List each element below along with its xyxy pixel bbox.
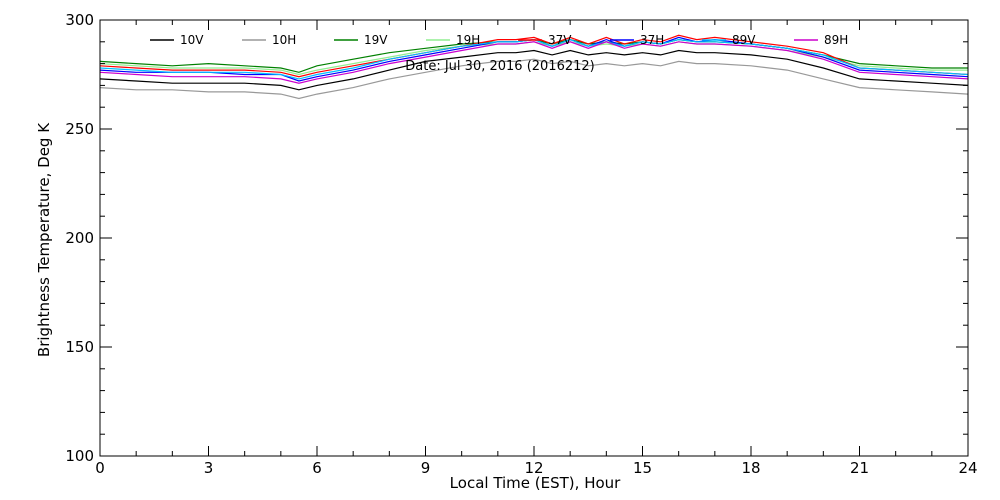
legend-label-19v: 19V — [364, 33, 388, 47]
axes-layer: 0 3 6 9 12 15 18 21 24 100 150 200 250 300 — [65, 11, 977, 477]
x-tick-label: 9 — [421, 459, 431, 477]
y-tick-label: 200 — [65, 229, 94, 247]
x-tick-label: 0 — [95, 459, 105, 477]
y-tick-label: 150 — [65, 338, 94, 356]
x-tick-label: 21 — [850, 459, 869, 477]
x-tick-label: 15 — [633, 459, 652, 477]
series-line-10v — [99, 49, 969, 91]
series-line-10h — [99, 58, 969, 100]
series-layer — [99, 34, 969, 100]
series-line-37v — [99, 34, 969, 78]
x-tick-label: 12 — [524, 459, 543, 477]
series-line-89h — [99, 41, 969, 84]
legend-label-89h: 89H — [824, 33, 848, 47]
x-axis-title: Local Time (EST), Hour — [450, 474, 621, 492]
legend-label-37v: 37V — [548, 33, 572, 47]
x-tick-label: 6 — [312, 459, 322, 477]
series-line-89v — [99, 38, 969, 80]
legend-label-10v: 10V — [180, 33, 204, 47]
y-axis-title: Brightness Temperature, Deg K — [35, 122, 53, 357]
plot-frame — [99, 19, 969, 457]
date-annotation: Date: Jul 30, 2016 (2016212) — [405, 59, 594, 74]
y-tick-label: 100 — [65, 447, 94, 465]
x-tick-label: 18 — [741, 459, 760, 477]
legend-label-37h: 37H — [640, 33, 664, 47]
legend-label-10h: 10H — [272, 33, 296, 47]
x-tick-label: 3 — [204, 459, 214, 477]
legend: 10V 10H 19V 19H 37V 37H 89V 89H — [150, 33, 848, 47]
y-tick-label: 250 — [65, 120, 94, 138]
legend-label-19h: 19H — [456, 33, 480, 47]
legend-label-89v: 89V — [732, 33, 756, 47]
x-tick-label: 24 — [958, 459, 977, 477]
y-tick-label: 300 — [65, 11, 94, 29]
